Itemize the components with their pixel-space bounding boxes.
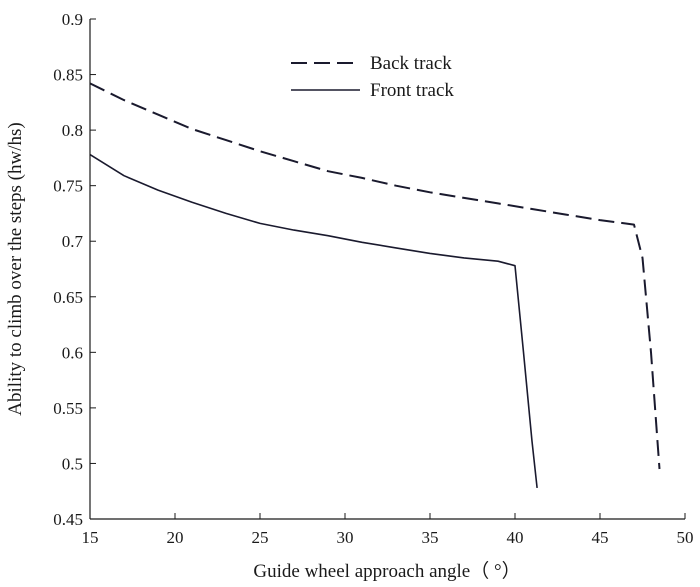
y-tick-label: 0.9 xyxy=(62,10,83,29)
y-tick-label: 0.45 xyxy=(53,510,83,529)
y-tick-label: 0.5 xyxy=(62,454,83,473)
y-axis-title: Ability to climb over the steps (hw/hs) xyxy=(5,122,26,415)
x-tick-label: 50 xyxy=(677,528,694,547)
y-tick-label: 0.8 xyxy=(62,121,83,140)
series-line-back-track xyxy=(89,82,661,470)
y-tick-label: 0.65 xyxy=(53,288,83,307)
legend: Back track Front track xyxy=(291,53,454,101)
x-tick-label: 40 xyxy=(507,528,524,547)
y-tick-label: 0.55 xyxy=(53,399,83,418)
y-tick-label: 0.6 xyxy=(62,343,83,362)
legend-label-back-track: Back track xyxy=(370,53,452,74)
axes-layer xyxy=(89,19,685,520)
x-tick-label: 45 xyxy=(592,528,609,547)
legend-label-front-track: Front track xyxy=(370,80,454,101)
y-tick-label: 0.85 xyxy=(53,66,83,85)
series-line-front-track xyxy=(89,153,538,488)
plot-area xyxy=(90,19,685,519)
x-axis-title: Guide wheel approach angle（ °） xyxy=(253,560,520,582)
x-tick-label: 30 xyxy=(337,528,354,547)
x-tick-label: 25 xyxy=(252,528,269,547)
x-tick-label: 15 xyxy=(82,528,99,547)
x-tick-label: 35 xyxy=(422,528,439,547)
series-layer xyxy=(89,82,661,488)
x-tick-label: 20 xyxy=(167,528,184,547)
y-tick-label: 0.7 xyxy=(62,232,84,251)
y-tick-label: 0.75 xyxy=(53,177,83,196)
ticks-layer: 15 20 25 30 35 40 45 50 0.45 0.5 0.55 0.6 0.65 0.7 0.7… xyxy=(53,10,693,547)
